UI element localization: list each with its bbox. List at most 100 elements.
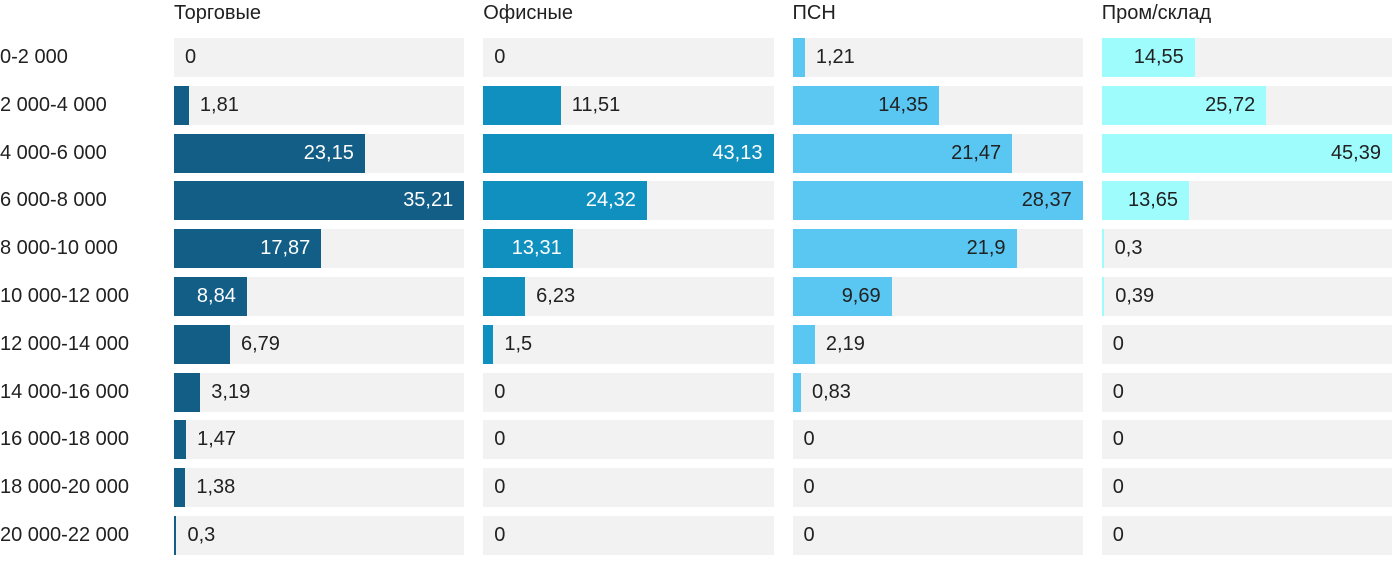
bar <box>483 324 494 364</box>
bar-track: 13,31 <box>483 229 774 269</box>
bar-track: 25,72 <box>1101 85 1392 125</box>
row-label: 18 000-20 000 <box>0 476 130 499</box>
bar: 8,84 <box>174 276 247 316</box>
bar-track: 35,21 <box>174 181 465 221</box>
bar <box>174 372 201 412</box>
bar-track: 6,23 <box>483 276 774 316</box>
value-label: 0 <box>494 380 506 403</box>
value-label: 1,38 <box>196 476 236 499</box>
bar-track: 14,35 <box>792 85 1083 125</box>
bar-track: 17,87 <box>174 229 465 269</box>
bar: 13,31 <box>483 229 573 269</box>
bar: 45,39 <box>1101 133 1392 173</box>
header-corner-spacer <box>0 0 155 29</box>
bar <box>174 468 186 508</box>
bar <box>1101 229 1104 269</box>
bar: 25,72 <box>1101 85 1267 125</box>
bar-track: 9,69 <box>792 276 1083 316</box>
bar-track: 0 <box>483 515 774 555</box>
bar-track: 43,13 <box>483 133 774 173</box>
row-label: 0-2 000 <box>0 45 68 68</box>
value-label: 0 <box>803 523 815 546</box>
bar: 13,65 <box>1101 181 1190 221</box>
bar <box>1101 276 1105 316</box>
value-label: 21,9 <box>966 237 1006 260</box>
value-label: 0 <box>494 476 506 499</box>
value-label: 1,47 <box>197 428 237 451</box>
bar: 9,69 <box>792 276 892 316</box>
bar: 21,47 <box>792 133 1013 173</box>
value-label: 1,5 <box>504 332 533 355</box>
column-header: Офисные <box>483 2 573 24</box>
row-label: 14 000-16 000 <box>0 380 130 403</box>
bar <box>174 515 177 555</box>
bar-track: 2,19 <box>792 324 1083 364</box>
bar: 17,87 <box>174 229 322 269</box>
row-label: 16 000-18 000 <box>0 428 130 451</box>
bar-track: 0,83 <box>792 372 1083 412</box>
value-label: 13,31 <box>511 237 562 260</box>
value-label: 0 <box>1112 523 1124 546</box>
bar-track: 14,55 <box>1101 37 1392 77</box>
value-label: 0 <box>494 523 506 546</box>
value-label: 2,19 <box>825 332 865 355</box>
value-label: 9,69 <box>841 284 881 307</box>
bar <box>483 276 526 316</box>
column-header: ПСН <box>792 2 836 24</box>
value-label: 14,35 <box>878 93 929 116</box>
value-label: 21,47 <box>951 141 1002 164</box>
row-label: 10 000-12 000 <box>0 284 130 307</box>
bar-track: 0 <box>1101 420 1392 460</box>
bar-track: 0 <box>1101 468 1392 508</box>
bar <box>174 85 189 125</box>
bar: 21,9 <box>792 229 1017 269</box>
bar-track: 1,5 <box>483 324 774 364</box>
value-label: 17,87 <box>260 237 311 260</box>
value-label: 0 <box>494 45 506 68</box>
row-label: 6 000-8 000 <box>0 189 107 212</box>
bar-track: 13,65 <box>1101 181 1392 221</box>
bar-track: 24,32 <box>483 181 774 221</box>
value-label: 0,39 <box>1115 284 1155 307</box>
value-label: 45,39 <box>1330 141 1381 164</box>
bar <box>174 420 187 460</box>
value-label: 0,83 <box>811 380 851 403</box>
value-label: 0 <box>1112 380 1124 403</box>
bar-track: 6,79 <box>174 324 465 364</box>
bar-track: 0,3 <box>1101 229 1392 269</box>
bar-track: 0,3 <box>174 515 465 555</box>
value-label: 0 <box>1112 476 1124 499</box>
bar-track: 23,15 <box>174 133 465 173</box>
bar-chart: Торговые Офисные ПСН Пром/склад 0-2 000 0 0 1,2… <box>0 0 1392 555</box>
value-label: 0 <box>803 476 815 499</box>
bar: 28,37 <box>792 181 1083 221</box>
bar: 14,55 <box>1101 37 1195 77</box>
row-label: 8 000-10 000 <box>0 237 118 260</box>
bar <box>483 85 561 125</box>
bar-track: 0 <box>483 420 774 460</box>
bar-track: 0 <box>792 468 1083 508</box>
value-label: 23,15 <box>303 141 354 164</box>
value-label: 28,37 <box>1021 189 1072 212</box>
value-label: 3,19 <box>211 380 251 403</box>
bar-track: 11,51 <box>483 85 774 125</box>
value-label: 35,21 <box>403 189 454 212</box>
bar-track: 1,47 <box>174 420 465 460</box>
bar: 23,15 <box>174 133 365 173</box>
bar-track: 21,9 <box>792 229 1083 269</box>
bar-track: 45,39 <box>1101 133 1392 173</box>
value-label: 1,81 <box>199 93 239 116</box>
bar <box>174 324 230 364</box>
bar-track: 0,39 <box>1101 276 1392 316</box>
row-label: 12 000-14 000 <box>0 332 130 355</box>
bar-track: 0 <box>1101 372 1392 412</box>
bar-track: 0 <box>174 37 465 77</box>
value-label: 11,51 <box>571 93 621 116</box>
bar-track: 0 <box>483 37 774 77</box>
bar-track: 1,38 <box>174 468 465 508</box>
value-label: 24,32 <box>585 189 636 212</box>
row-label: 4 000-6 000 <box>0 141 107 164</box>
value-label: 1,21 <box>815 45 855 68</box>
bar <box>792 37 805 77</box>
value-label: 0 <box>1112 428 1124 451</box>
